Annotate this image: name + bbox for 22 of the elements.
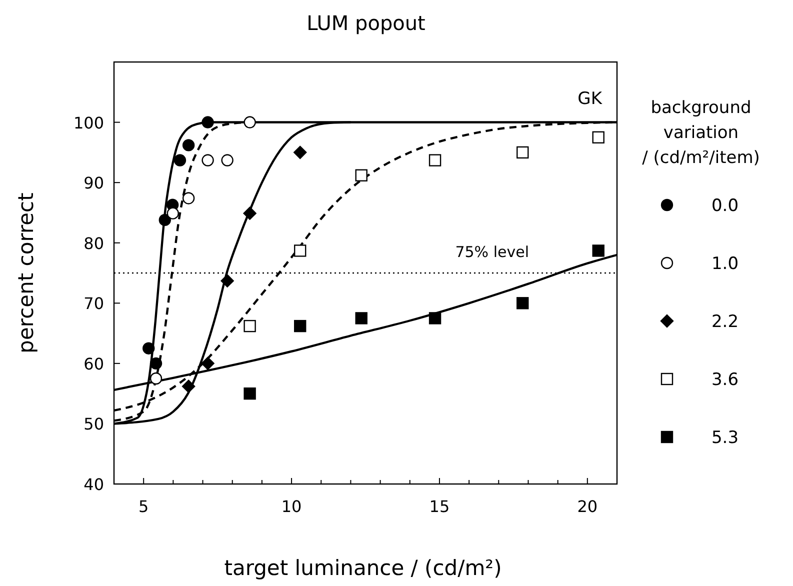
y-tick-label: 80: [84, 234, 104, 253]
legend-title: background variation / (cd/m²/item): [642, 98, 760, 168]
chart-title: LUM popout: [306, 11, 426, 35]
x-tick-label: 20: [577, 497, 598, 516]
legend-label: 2.2: [711, 312, 739, 332]
x-tick-label: 15: [429, 497, 450, 516]
y-tick-label: 60: [84, 354, 104, 374]
ref-line-label: 75% level: [455, 243, 529, 261]
y-tick-label: 70: [84, 294, 104, 314]
legend-label: 3.6: [711, 370, 739, 390]
legend-label: 5.3: [711, 428, 739, 448]
x-tick-label: 10: [281, 497, 302, 516]
annotation: GK: [578, 89, 603, 109]
legend-label: 0.0: [711, 196, 739, 216]
y-tick-label: 90: [84, 174, 104, 193]
y-tick-label: 40: [84, 475, 104, 494]
legend-label: 1.0: [711, 254, 739, 274]
x-tick-label: 5: [138, 497, 149, 516]
y-tick-label: 50: [84, 414, 104, 434]
y-axis-title: percent correct: [14, 192, 38, 354]
y-tick-label: 100: [73, 113, 104, 132]
x-axis-title: target luminance / (cd/m²): [224, 556, 502, 580]
